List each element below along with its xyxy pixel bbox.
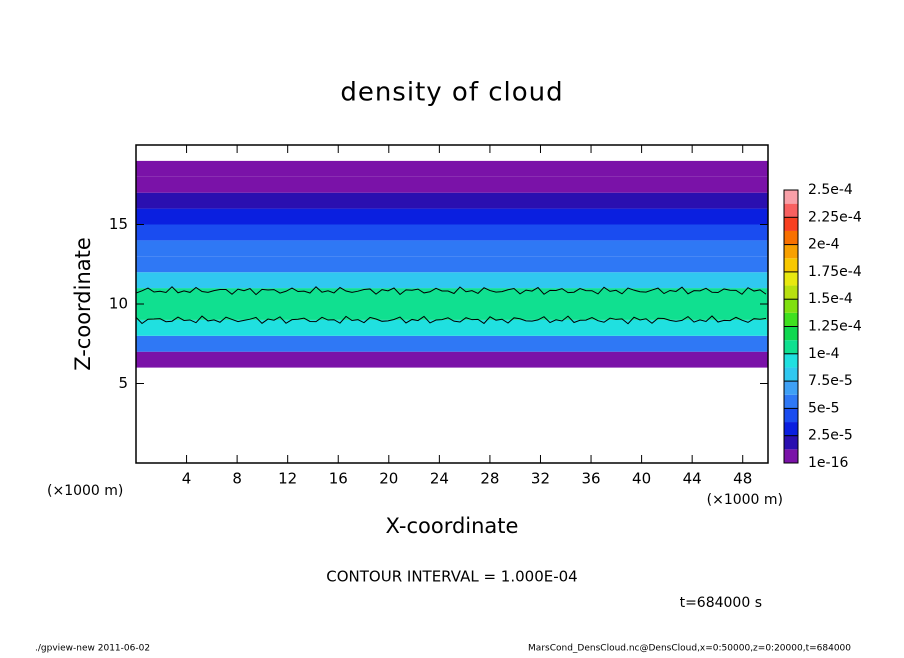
x-tick-label: 12 [278, 470, 297, 488]
colorbar-swatch [784, 422, 798, 436]
density-band [136, 176, 768, 193]
x-tick-label: 40 [632, 470, 651, 488]
contour-note: CONTOUR INTERVAL = 1.000E-04 [326, 568, 577, 586]
density-band [136, 304, 768, 320]
colorbar-label: 2e-4 [808, 237, 840, 253]
colorbar-swatch [784, 394, 798, 409]
colorbar-swatch [784, 299, 798, 313]
density-band [136, 192, 768, 209]
density-band [136, 335, 768, 352]
x-tick-label: 16 [329, 470, 348, 488]
time-note: t=684000 s [680, 595, 762, 611]
colorbar-swatch [784, 367, 798, 382]
density-band [136, 160, 768, 177]
colorbar-label: 1e-4 [808, 346, 840, 362]
colorbar-swatch [784, 435, 798, 450]
contour-line [135, 286, 767, 296]
density-band [136, 208, 768, 225]
colorbar-label: 1.75e-4 [808, 264, 862, 280]
colorbar-label: 2.5e-5 [808, 428, 853, 444]
footer: ./gpview-new 2011-06-02 [35, 644, 150, 654]
colorbar-swatch [784, 285, 798, 300]
colorbar-swatch [784, 353, 798, 368]
y-tick-label: 5 [118, 374, 128, 392]
contour-line [135, 315, 767, 325]
x-tick-label: 24 [430, 470, 449, 488]
colorbar-swatch [784, 258, 798, 272]
colorbar-label: 1e-16 [808, 455, 848, 471]
x-axis-label: X-coordinate [386, 514, 519, 538]
colorbar-swatch [784, 271, 798, 286]
x-tick-label: 44 [683, 470, 702, 488]
y-tick-label: 15 [109, 215, 128, 233]
x-unit: (×1000 m) [707, 492, 783, 508]
colorbar-swatch [784, 340, 798, 354]
x-tick-label: 20 [379, 470, 398, 488]
colorbar-label: 1.25e-4 [808, 319, 862, 335]
colorbar-swatch [784, 230, 798, 245]
colorbar-label: 5e-5 [808, 400, 839, 416]
colorbar-swatch [784, 408, 798, 423]
density-band [136, 224, 768, 241]
density-band [136, 256, 768, 273]
colorbar-swatch [784, 449, 798, 463]
density-band [136, 319, 768, 336]
x-tick-label: 4 [182, 470, 192, 488]
colorbar-swatch [784, 203, 798, 218]
footer: MarsCond_DensCloud.nc@DensCloud,x=0:5000… [528, 644, 851, 654]
x-tick-label: 32 [531, 470, 550, 488]
x-unit: (×1000 m) [47, 483, 123, 499]
density-band [136, 240, 768, 257]
density-band [136, 272, 768, 289]
colorbar-swatch [784, 217, 798, 231]
x-tick-label: 36 [581, 470, 600, 488]
y-tick-label: 10 [109, 295, 128, 313]
colorbar-swatch [784, 326, 798, 341]
colorbar-swatch [784, 381, 798, 395]
density-band [136, 351, 768, 368]
colorbar-label: 2.25e-4 [808, 209, 862, 225]
x-tick-label: 8 [232, 470, 242, 488]
x-tick-label: 28 [480, 470, 499, 488]
colorbar-label: 2.5e-4 [808, 182, 853, 198]
colorbar-label: 1.5e-4 [808, 291, 853, 307]
colorbar-label: 7.5e-5 [808, 373, 853, 389]
colorbar-swatch [784, 312, 798, 327]
x-tick-label: 48 [733, 470, 752, 488]
colorbar-swatch [784, 244, 798, 259]
colorbar-swatch [784, 190, 798, 204]
density-band [136, 288, 768, 304]
chart-title: density of cloud [340, 78, 563, 108]
y-axis-label: Z-coordinate [71, 237, 95, 371]
